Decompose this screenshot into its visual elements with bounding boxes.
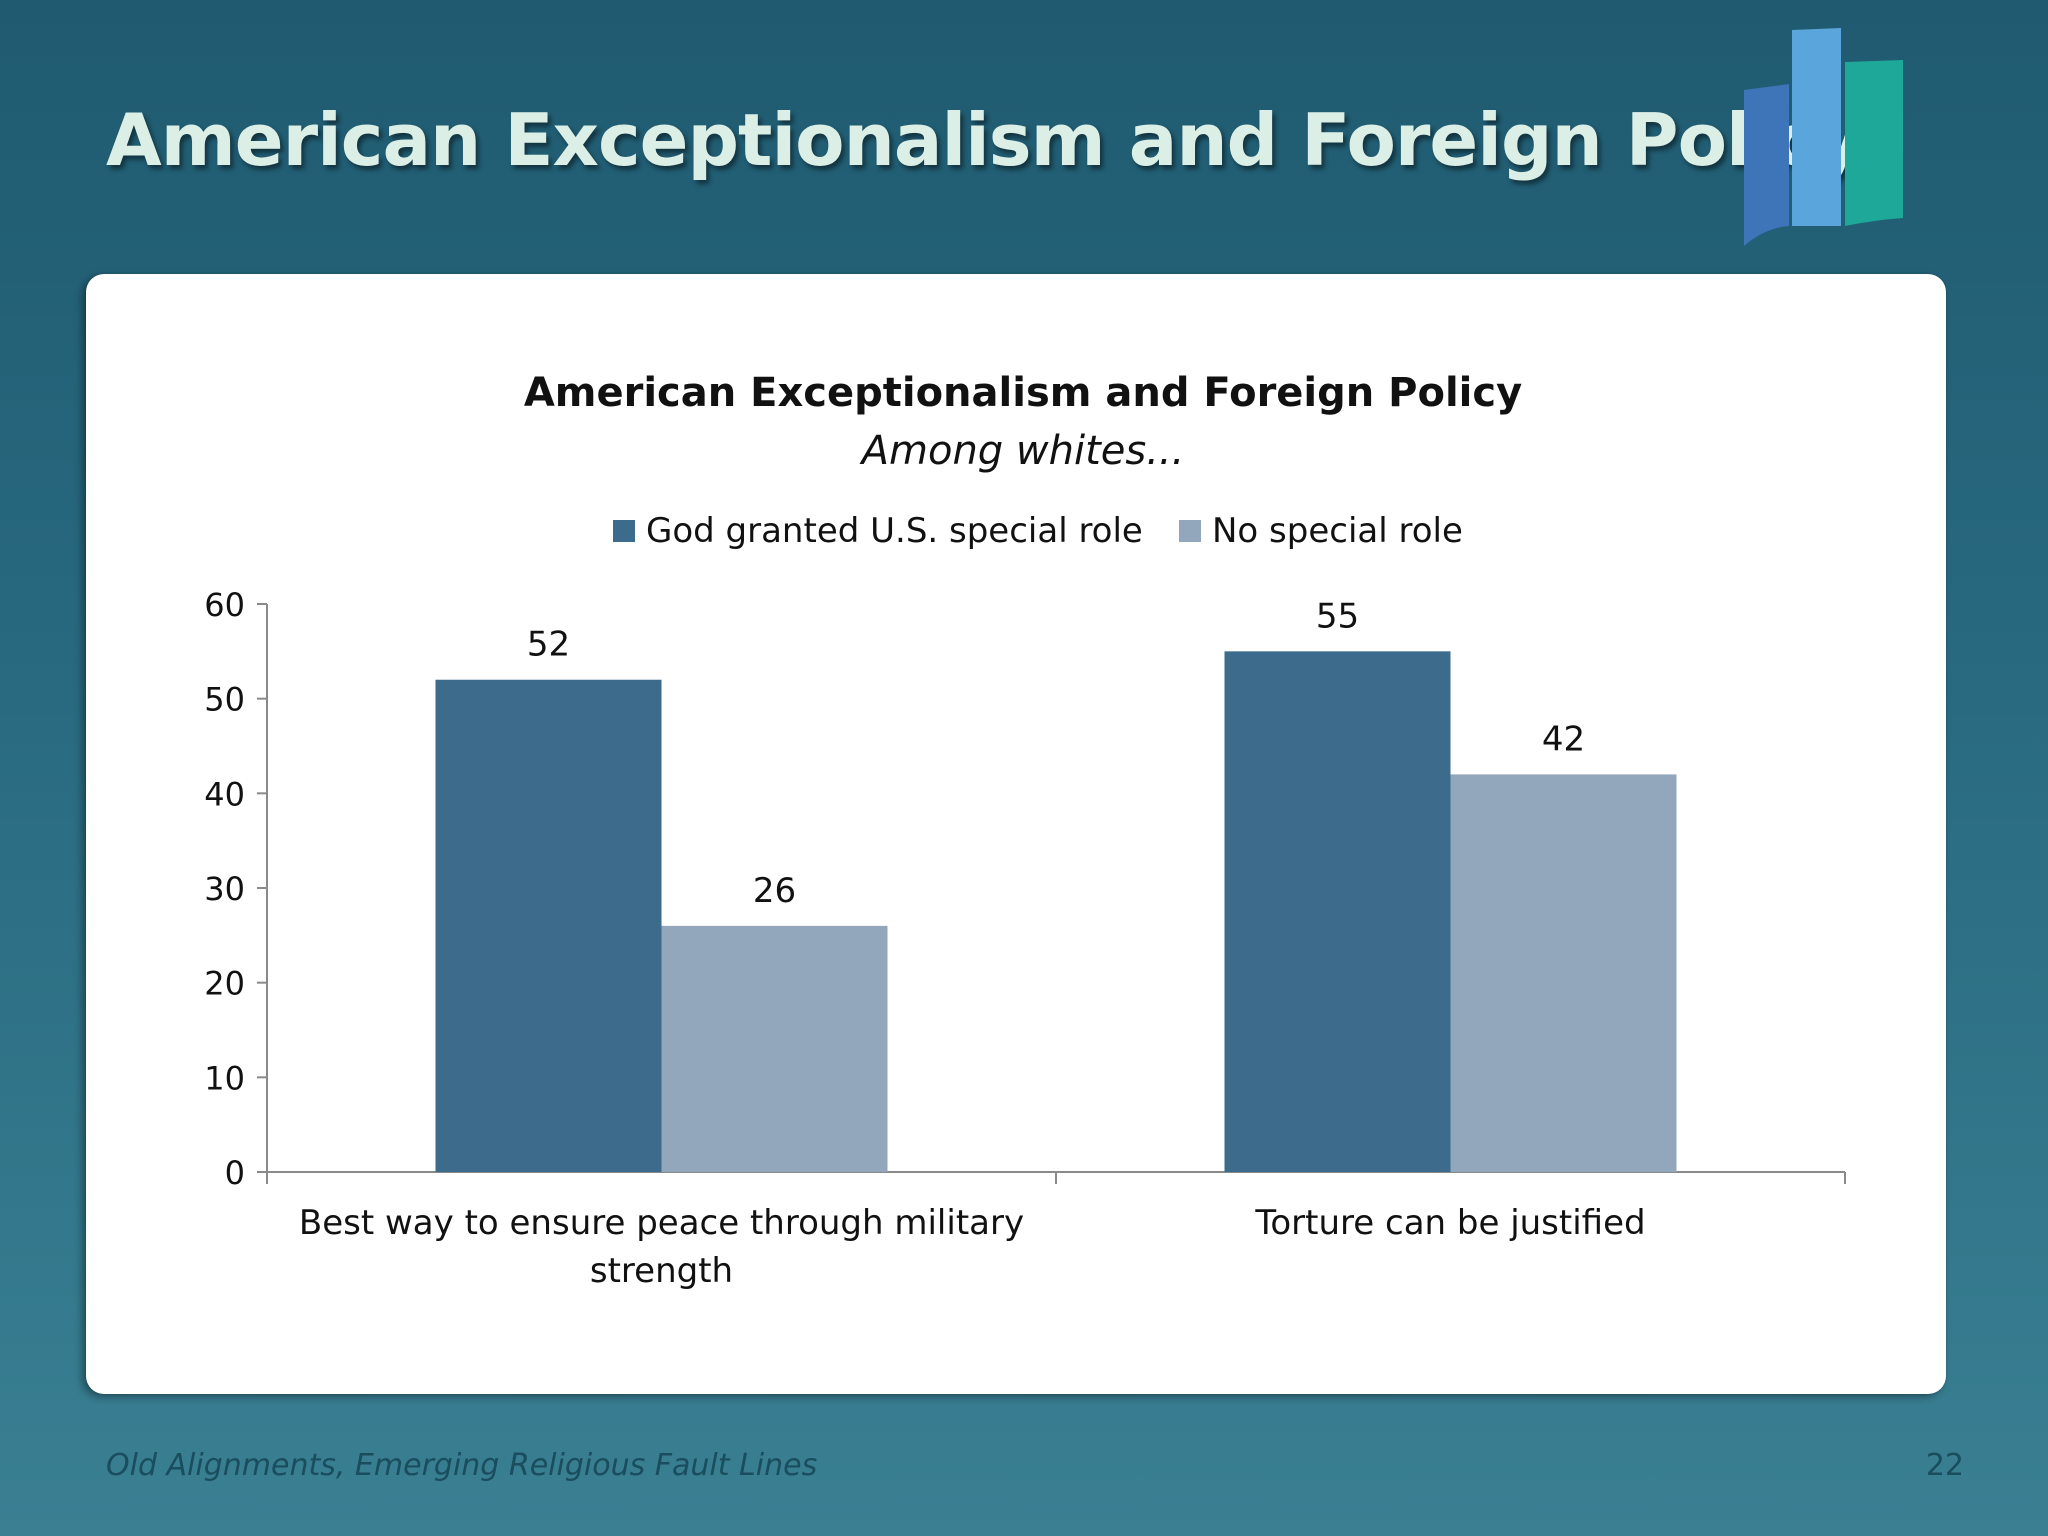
logo-bar [1792, 28, 1841, 226]
data-label: 42 [1542, 719, 1585, 759]
legend-label: God granted U.S. special role [646, 511, 1143, 551]
page-number: 22 [1925, 1448, 1964, 1483]
y-tick-label: 0 [225, 1154, 245, 1192]
logo-bar [1845, 60, 1903, 226]
data-label: 52 [527, 625, 570, 665]
legend-swatch [613, 520, 635, 542]
chart-title: American Exceptionalism and Foreign Poli… [524, 370, 1522, 416]
y-tick-label: 60 [204, 586, 245, 624]
x-category-label: Best way to ensure peace through militar… [299, 1203, 1024, 1243]
y-tick-label: 10 [204, 1059, 245, 1097]
chart-subtitle: Among whites... [859, 428, 1185, 474]
y-tick-label: 20 [204, 965, 245, 1003]
chart-card: American Exceptionalism and Foreign Poli… [86, 274, 1946, 1394]
legend-label: No special role [1212, 511, 1463, 551]
data-label: 55 [1316, 596, 1359, 636]
legend-swatch [1179, 520, 1201, 542]
bar [1224, 651, 1451, 1172]
y-tick-label: 40 [204, 775, 245, 813]
bar [661, 925, 888, 1172]
chart-data-labels: 52 26 55 42 [527, 596, 1585, 911]
bar [435, 679, 662, 1172]
logo-bar [1744, 84, 1789, 246]
bar-chart-logo-icon [1744, 28, 1903, 246]
footer-text: Old Alignments, Emerging Religious Fault… [106, 1448, 818, 1483]
slide-title: American Exceptionalism and Foreign Poli… [106, 98, 1862, 182]
chart-bars [435, 651, 1677, 1172]
chart-axes: 0 10 20 30 40 50 60 Best way to ensure peace th… [204, 586, 1846, 1291]
bar [1450, 774, 1677, 1172]
chart-legend: God granted U.S. special role No special … [613, 511, 1463, 551]
x-category-label: strength [590, 1251, 733, 1291]
x-category-label: Torture can be justified [1254, 1203, 1645, 1243]
bar-chart: American Exceptionalism and Foreign Poli… [204, 370, 1846, 1291]
data-label: 26 [753, 871, 796, 911]
y-tick-label: 50 [204, 681, 245, 719]
y-tick-label: 30 [204, 870, 245, 908]
